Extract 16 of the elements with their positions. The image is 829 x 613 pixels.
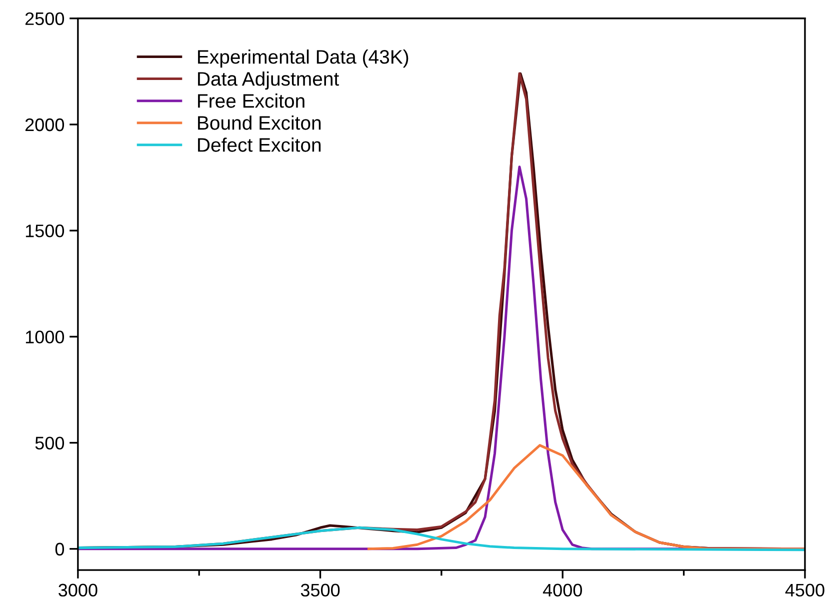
x-tick-label: 4500 — [785, 584, 824, 597]
legend-label: Free Exciton — [198, 94, 304, 108]
legend-label: Defect Exciton — [198, 138, 321, 152]
y-tick-label: 1000 — [26, 330, 64, 344]
x-tick-label: 4000 — [542, 584, 582, 597]
line-series — [78, 526, 805, 552]
legend-label: Data Adjustment — [198, 72, 339, 90]
y-tick-label: 0 — [55, 542, 64, 556]
y-tick-label: 500 — [35, 436, 64, 450]
legend-label: Bound Exciton — [198, 116, 321, 130]
x-tick-label: 3500 — [300, 584, 340, 597]
y-tick-label: 2500 — [25, 12, 64, 26]
legend-label: Experimental Data (43K) — [198, 50, 408, 68]
y-tick-label: 1500 — [26, 224, 64, 238]
y-tick-label: 2000 — [25, 118, 64, 132]
x-tick-label: 3000 — [58, 584, 98, 597]
